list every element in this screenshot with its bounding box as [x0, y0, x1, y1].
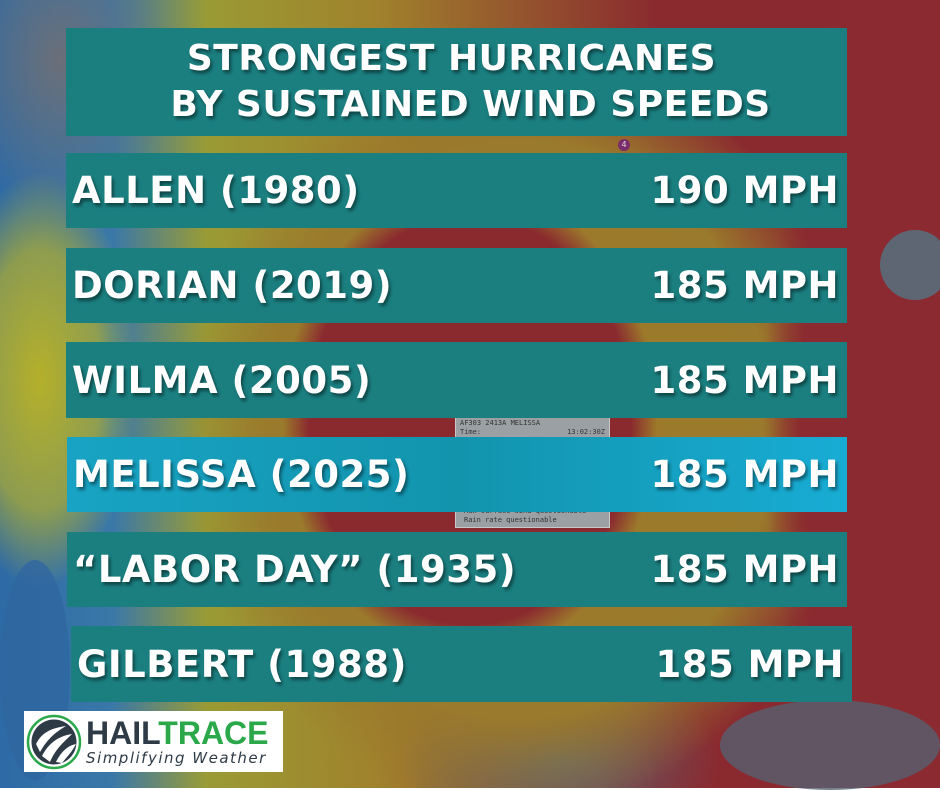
logo-name: HAILTRACE	[86, 717, 269, 749]
hurricane-row: ALLEN (1980) 190 MPH	[66, 153, 847, 228]
hurricane-wind: 185 MPH	[650, 358, 839, 402]
hailtrace-swirl-icon	[26, 714, 82, 769]
hurricane-name: GILBERT (1988)	[77, 642, 407, 686]
title-banner: STRONGEST HURRICANES BY SUSTAINED WIND S…	[66, 28, 847, 136]
hurricane-row: DORIAN (2019) 185 MPH	[66, 248, 847, 323]
hailtrace-logo: HAILTRACE Simplifying Weather	[24, 711, 283, 772]
logo-name-trace: TRACE	[158, 714, 269, 751]
hurricane-wind: 185 MPH	[650, 264, 839, 307]
recon-line-2: Time: 13:02:30Z	[460, 428, 605, 437]
hurricane-wind: 185 MPH	[650, 453, 839, 496]
recon-time-label: Time:	[460, 428, 482, 436]
hurricane-name: “LABOR DAY” (1935)	[73, 548, 517, 591]
hurricane-wind: 190 MPH	[650, 169, 839, 212]
hurricane-name: WILMA (2005)	[72, 358, 372, 402]
recon-line-1: AF303 2413A MELISSA	[460, 419, 541, 427]
hurricane-name: DORIAN (2019)	[72, 264, 393, 307]
hurricane-wind: 185 MPH	[655, 642, 844, 686]
hurricane-wind: 185 MPH	[650, 548, 839, 591]
title-line-1: STRONGEST HURRICANES	[186, 38, 717, 79]
recon-time-value: 13:02:30Z	[567, 428, 605, 436]
hurricane-row: WILMA (2005) 185 MPH	[66, 342, 847, 418]
hurricane-name: ALLEN (1980)	[72, 169, 360, 212]
storm-marker: 4	[618, 139, 630, 151]
map-blob-gray	[880, 230, 940, 300]
hurricane-name: MELISSA (2025)	[73, 453, 410, 496]
hurricane-row: “LABOR DAY” (1935) 185 MPH	[67, 532, 847, 607]
logo-wordmark: HAILTRACE Simplifying Weather	[86, 717, 269, 767]
recon-line-4: Rain rate questionable	[464, 516, 557, 524]
hurricane-row: GILBERT (1988) 185 MPH	[71, 626, 852, 702]
map-blob-gray	[720, 700, 940, 790]
logo-tagline: Simplifying Weather	[86, 748, 267, 767]
hurricane-row-highlighted: MELISSA (2025) 185 MPH	[67, 437, 847, 512]
logo-name-hail: HAIL	[86, 714, 159, 751]
title-line-2: BY SUSTAINED WIND SPEEDS	[170, 84, 771, 125]
